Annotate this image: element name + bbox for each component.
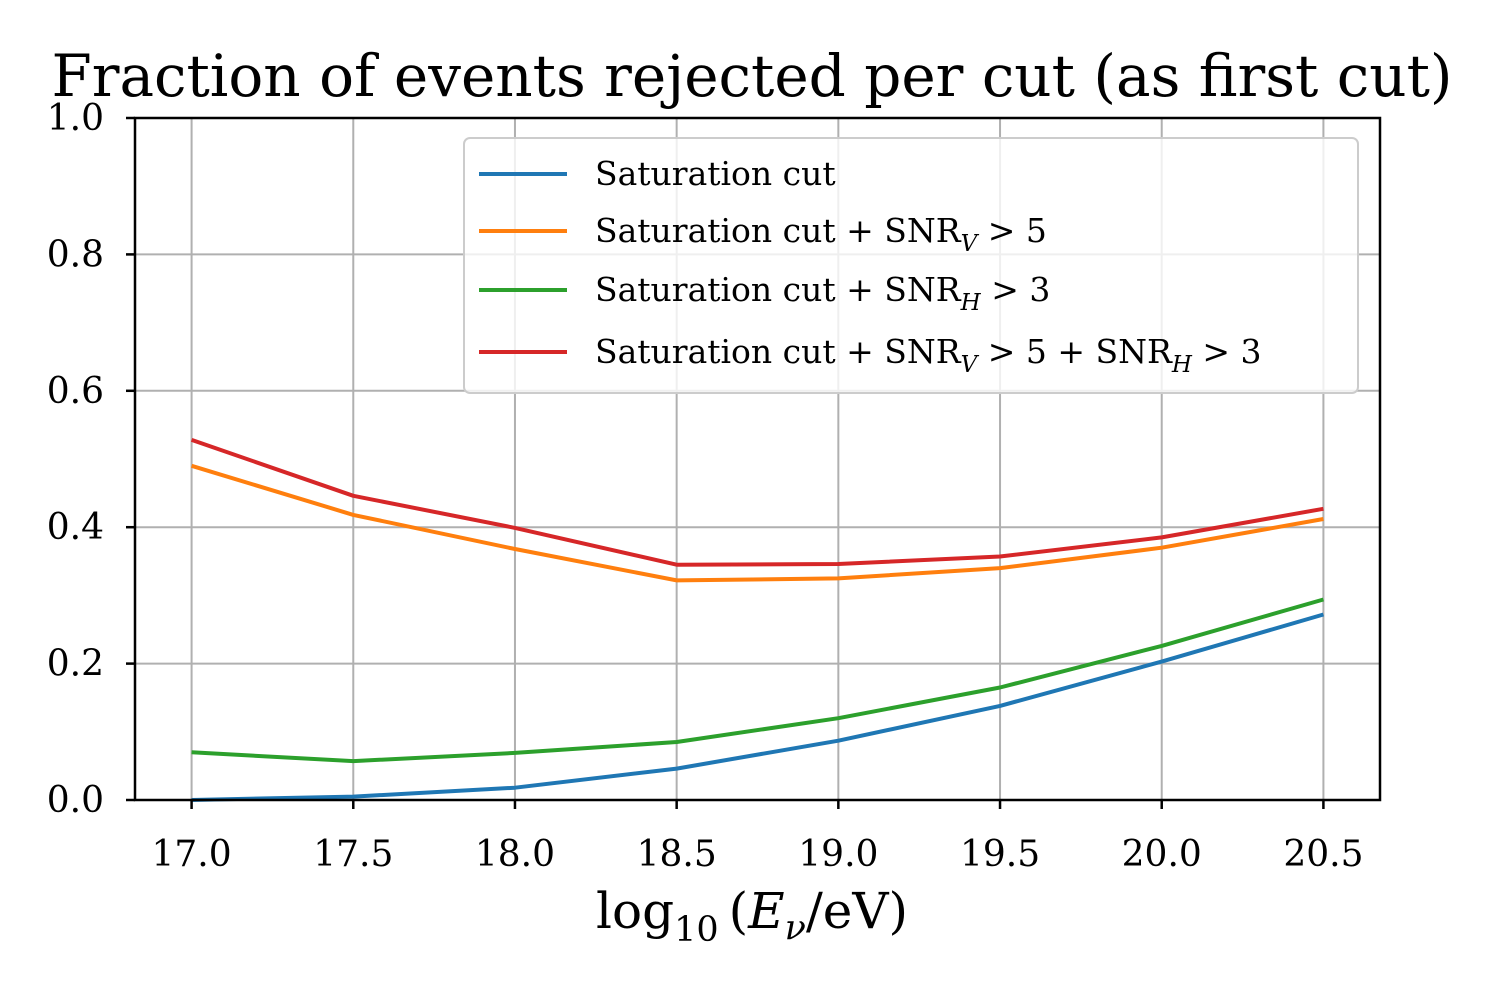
legend-entry: Saturation cut + SNRV > 5 [595,211,1047,257]
legend-entry: Saturation cut + SNRV > 5 + SNRH > 3 [595,332,1262,378]
x-tick-label: 18.5 [637,834,717,875]
x-tick-label: 18.0 [475,834,555,875]
y-tick-label: 0.8 [47,234,104,275]
x-axis-ticks: 17.0 17.5 18.0 18.5 19.0 19.5 20.0 20.5 [152,800,1363,875]
x-tick-label: 20.0 [1122,834,1202,875]
series-lines [190,438,1324,802]
legend: Saturation cut Saturation cut + SNRV > 5 S… [463,137,1359,394]
series-line-saturation-cut-snr-h-3 [191,597,1324,764]
chart-title: Fraction of events rejected per cut (as … [51,42,1452,110]
y-tick-label: 0.4 [47,507,104,548]
plot-frame [133,116,1382,802]
series-line-saturation-cut-snr-v-5-snr-h-3 [190,438,1324,567]
y-tick-label: 0.0 [47,780,104,821]
y-tick-label: 1.0 [47,98,104,139]
y-tick-label: 0.6 [47,371,104,412]
legend-box [463,137,1359,394]
legend-entry: Saturation cut + SNRH > 3 [595,270,1050,316]
x-tick-label: 19.5 [960,834,1040,875]
x-tick-label: 17.5 [313,834,393,875]
y-axis-ticks: 0.0 0.2 0.4 0.6 0.8 1.0 [47,98,135,821]
x-tick-label: 20.5 [1283,834,1363,875]
x-axis-label: log10 (Eν/eV) [596,882,908,950]
series-line-saturation-cut [191,612,1324,802]
x-tick-label: 17.0 [152,834,232,875]
x-tick-label: 19.0 [798,834,878,875]
series-line-saturation-cut-snr-v-5 [191,463,1324,583]
y-tick-label: 0.2 [47,644,104,685]
legend-entry: Saturation cut [595,154,836,193]
